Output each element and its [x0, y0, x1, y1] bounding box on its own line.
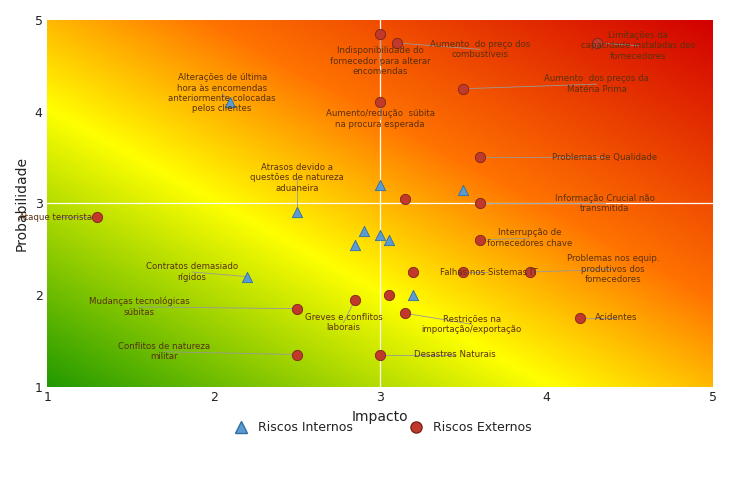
Point — [374, 181, 386, 189]
Point — [408, 268, 419, 276]
Point — [474, 199, 486, 207]
Text: Contratos demasiado
rígidos: Contratos demasiado rígidos — [146, 262, 238, 282]
Point — [458, 268, 469, 276]
Point — [391, 39, 403, 47]
Point — [383, 236, 395, 244]
Text: Aumento/redução  súbita
na procura esperada: Aumento/redução súbita na procura espera… — [326, 109, 435, 129]
Text: Problemas nos equip.
produtivos dos
fornecedores: Problemas nos equip. produtivos dos forn… — [567, 255, 660, 284]
Point — [400, 195, 411, 203]
Point — [358, 227, 370, 235]
Point — [349, 241, 361, 248]
Text: Mudanças tecnológicas
súbitas: Mudanças tecnológicas súbitas — [89, 297, 190, 317]
Text: Ataque terrorista: Ataque terrorista — [19, 212, 92, 222]
Text: Restrições na
importação/exportação: Restrições na importação/exportação — [422, 315, 522, 334]
Text: Indisponibilidade do
fornecedor para alterar
encomendas: Indisponibilidade do fornecedor para alt… — [330, 46, 430, 76]
Point — [242, 273, 253, 281]
Text: Falhas nos Sistemas IT: Falhas nos Sistemas IT — [439, 268, 537, 276]
Text: Limitações da
capacidade instaladas dos
fornecedores: Limitações da capacidade instaladas dos … — [581, 31, 695, 60]
Text: Aumento  dos preços da
Matéria Prima: Aumento dos preços da Matéria Prima — [544, 75, 649, 94]
Point — [458, 85, 469, 92]
Text: Greves e conflitos
laborais: Greves e conflitos laborais — [305, 313, 383, 332]
Point — [291, 305, 303, 313]
Point — [408, 291, 419, 299]
Legend: Riscos Internos, Riscos Externos: Riscos Internos, Riscos Externos — [223, 416, 537, 439]
Point — [458, 186, 469, 194]
Point — [225, 99, 236, 106]
Point — [591, 39, 602, 47]
Text: Interrupção de
fornecedores chave: Interrupção de fornecedores chave — [488, 228, 572, 248]
Text: Acidentes: Acidentes — [595, 313, 638, 322]
Point — [374, 231, 386, 239]
Point — [92, 213, 103, 221]
Y-axis label: Probabilidade: Probabilidade — [15, 156, 29, 251]
Text: Aumento  do preço dos
combustíveis: Aumento do preço dos combustíveis — [430, 40, 530, 59]
Text: Problemas de Qualidade: Problemas de Qualidade — [552, 153, 657, 162]
Text: Atrasos devido a
questões de natureza
aduaneira: Atrasos devido a questões de natureza ad… — [250, 163, 344, 193]
Point — [374, 30, 386, 38]
X-axis label: Impacto: Impacto — [352, 410, 408, 424]
Text: Desastres Naturais: Desastres Naturais — [414, 350, 496, 359]
Point — [291, 350, 303, 358]
Point — [474, 153, 486, 161]
Point — [524, 268, 536, 276]
Point — [400, 309, 411, 317]
Point — [291, 209, 303, 216]
Text: Conflitos de natureza
militar: Conflitos de natureza militar — [118, 342, 210, 362]
Point — [574, 314, 586, 322]
Point — [374, 99, 386, 106]
Point — [383, 291, 395, 299]
Point — [349, 296, 361, 303]
Point — [374, 350, 386, 358]
Text: Informação Crucial não
transmitida: Informação Crucial não transmitida — [555, 194, 655, 213]
Text: Alterações de última
hora às encomendas
anteriormente colocadas
pelos clientes: Alterações de última hora às encomendas … — [168, 73, 276, 113]
Point — [474, 236, 486, 244]
